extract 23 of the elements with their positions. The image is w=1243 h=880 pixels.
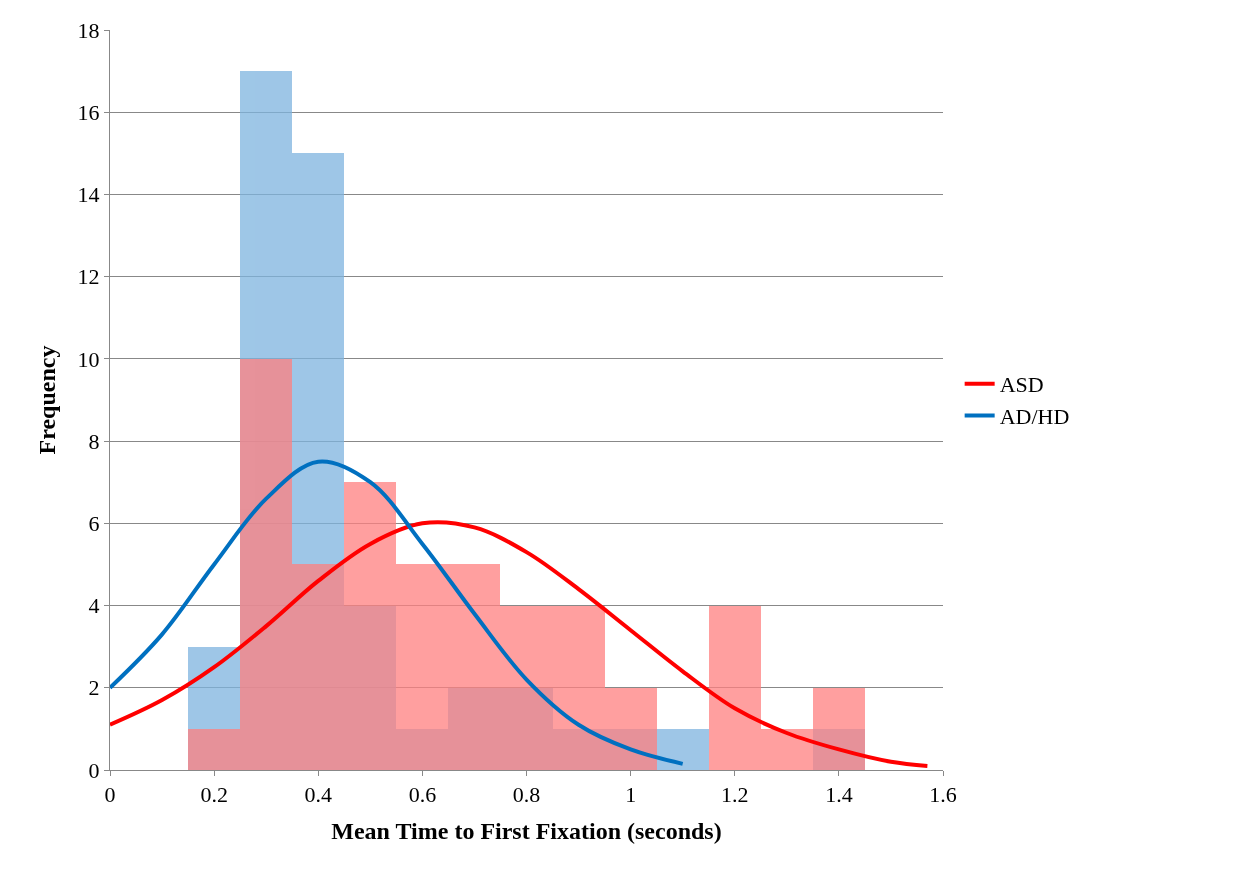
x-tick-label: 1.6 — [929, 782, 957, 808]
x-tick-label: 1.4 — [825, 782, 853, 808]
y-tick-label: 16 — [77, 99, 100, 125]
y-axis-title: Frequency — [33, 345, 60, 455]
x-tick-label: 0.6 — [408, 782, 437, 808]
y-tick-label: 14 — [77, 182, 100, 208]
x-tick-label: 0 — [104, 782, 116, 808]
legend-label: ASD — [999, 372, 1044, 398]
x-tick-label: 0.8 — [512, 782, 541, 808]
y-tick-label: 0 — [88, 757, 100, 783]
y-tick-label: 10 — [77, 346, 100, 372]
x-axis-title: Mean Time to First Fixation (seconds) — [331, 817, 722, 844]
y-tick-label: 4 — [88, 593, 100, 619]
x-tick-label: 1 — [625, 782, 637, 808]
y-tick-label: 2 — [88, 675, 100, 701]
legend-label: AD/HD — [999, 403, 1070, 429]
x-tick-label: 1.2 — [721, 782, 749, 808]
y-tick-label: 12 — [77, 264, 100, 290]
y-tick-label: 18 — [77, 17, 100, 43]
y-tick-label: 6 — [88, 511, 100, 537]
x-tick-label: 0.4 — [304, 782, 332, 808]
y-tick-label: 8 — [88, 428, 100, 454]
x-tick-label: 0.2 — [200, 782, 228, 808]
